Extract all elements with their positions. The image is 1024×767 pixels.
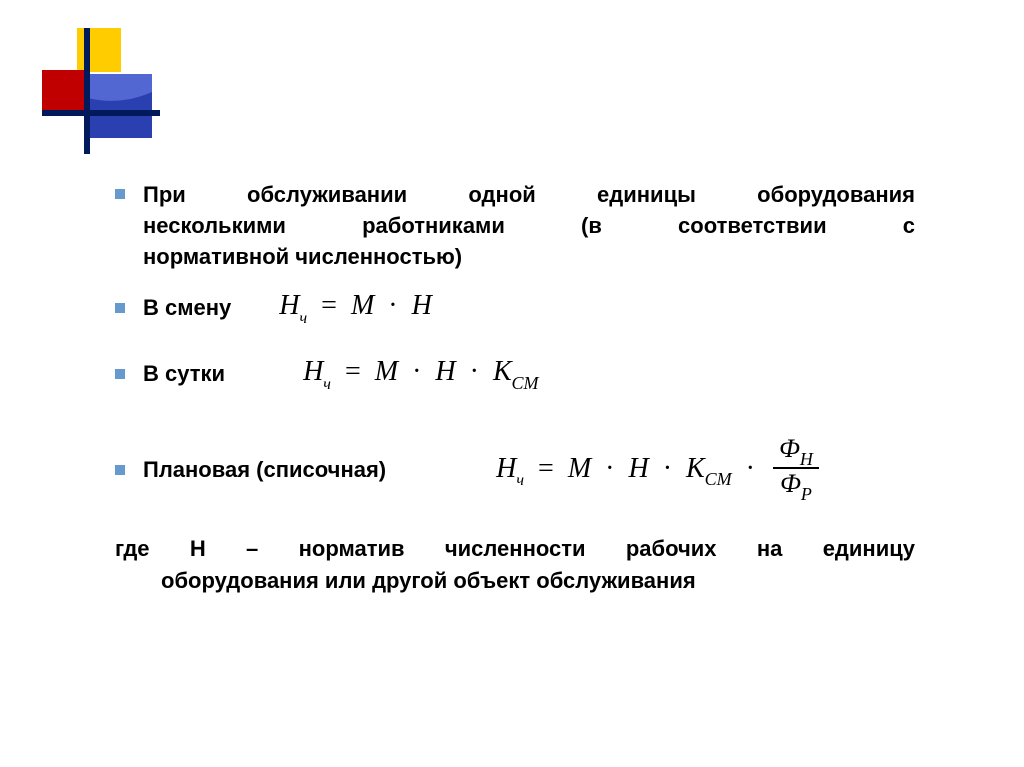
- f3-r3-sub: СМ: [705, 469, 732, 489]
- footer-definition: где Н – норматив численности рабочих на …: [115, 533, 915, 597]
- frac-num-sub: Н: [800, 449, 813, 469]
- f2-r1: M: [375, 356, 398, 387]
- bullet-text-1: При обслуживании одной единицы оборудова…: [143, 180, 915, 272]
- logo-bar-horizontal: [42, 110, 160, 116]
- f3-fraction: ФН ФР: [773, 434, 819, 503]
- b1-line2: несколькими работниками (в соответствии …: [143, 211, 915, 242]
- f2-dot1: ·: [412, 356, 421, 387]
- bullet-item-2: В смену Нч = M · H: [115, 290, 915, 326]
- f3-lhs: Н: [496, 453, 516, 484]
- f2-dot2: ·: [470, 356, 479, 387]
- formula-day: Нч = M · H · КСМ: [303, 356, 538, 392]
- b1-line3: нормативной численностью): [143, 242, 915, 273]
- logo-sq-red: [42, 70, 86, 114]
- formula-shift: Нч = M · H: [279, 290, 432, 326]
- f3-r3: К: [686, 453, 705, 484]
- bullet-item-1: При обслуживании одной единицы оборудова…: [115, 180, 915, 272]
- frac-den-base: Ф: [780, 469, 801, 498]
- slide: При обслуживании одной единицы оборудова…: [0, 0, 1024, 767]
- f1-lhs-sub: ч: [300, 310, 308, 327]
- content-area: При обслуживании одной единицы оборудова…: [115, 180, 915, 597]
- f1-lhs: Н: [279, 290, 299, 321]
- f3-lhs-sub: ч: [516, 472, 524, 489]
- logo-bar-vertical: [84, 28, 90, 154]
- formula-plan: Нч = M · H · КСМ · ФН ФР: [496, 436, 823, 505]
- f3-r2: H: [628, 453, 648, 484]
- f3-frac-num: ФН: [773, 434, 819, 468]
- logo-svg: [42, 28, 162, 158]
- f2-eq: =: [345, 356, 361, 387]
- footer-line1: где Н – норматив численности рабочих на …: [115, 533, 915, 565]
- f3-eq: =: [538, 453, 554, 484]
- frac-num-base: Ф: [779, 434, 800, 463]
- f3-dot1: ·: [605, 453, 614, 484]
- bullet-text-2: В смену: [143, 295, 231, 321]
- b1-line1: При обслуживании одной единицы оборудова…: [143, 180, 915, 211]
- f3-dot3: ·: [746, 453, 755, 484]
- bullet-text-4: Плановая (списочная): [143, 457, 386, 483]
- logo-sq-yellow: [77, 28, 121, 72]
- f3-frac-den: ФР: [773, 469, 819, 503]
- f1-r2: H: [412, 290, 432, 321]
- bullet-item-4: Плановая (списочная) Нч = M · H · КСМ · …: [115, 436, 915, 505]
- f2-lhs-sub: ч: [323, 376, 331, 393]
- f2-lhs: Н: [303, 356, 323, 387]
- f1-dot: ·: [388, 290, 397, 321]
- f1-r1: M: [351, 290, 374, 321]
- f2-r3: К: [493, 356, 512, 387]
- footer-line2: оборудования или другой объект обслужива…: [115, 565, 915, 597]
- bullet-item-3: В сутки Нч = M · H · КСМ: [115, 356, 915, 392]
- bullet-icon: [115, 303, 125, 313]
- f1-eq: =: [321, 290, 337, 321]
- f2-r2: H: [435, 356, 455, 387]
- f3-dot2: ·: [663, 453, 672, 484]
- bullet-text-3: В сутки: [143, 361, 225, 387]
- slide-logo: [42, 28, 162, 158]
- bullet-icon: [115, 369, 125, 379]
- bullet-icon: [115, 189, 125, 199]
- f3-r1: M: [568, 453, 591, 484]
- bullet-icon: [115, 465, 125, 475]
- frac-den-sub: Р: [801, 484, 812, 504]
- f2-r3-sub: СМ: [512, 373, 539, 393]
